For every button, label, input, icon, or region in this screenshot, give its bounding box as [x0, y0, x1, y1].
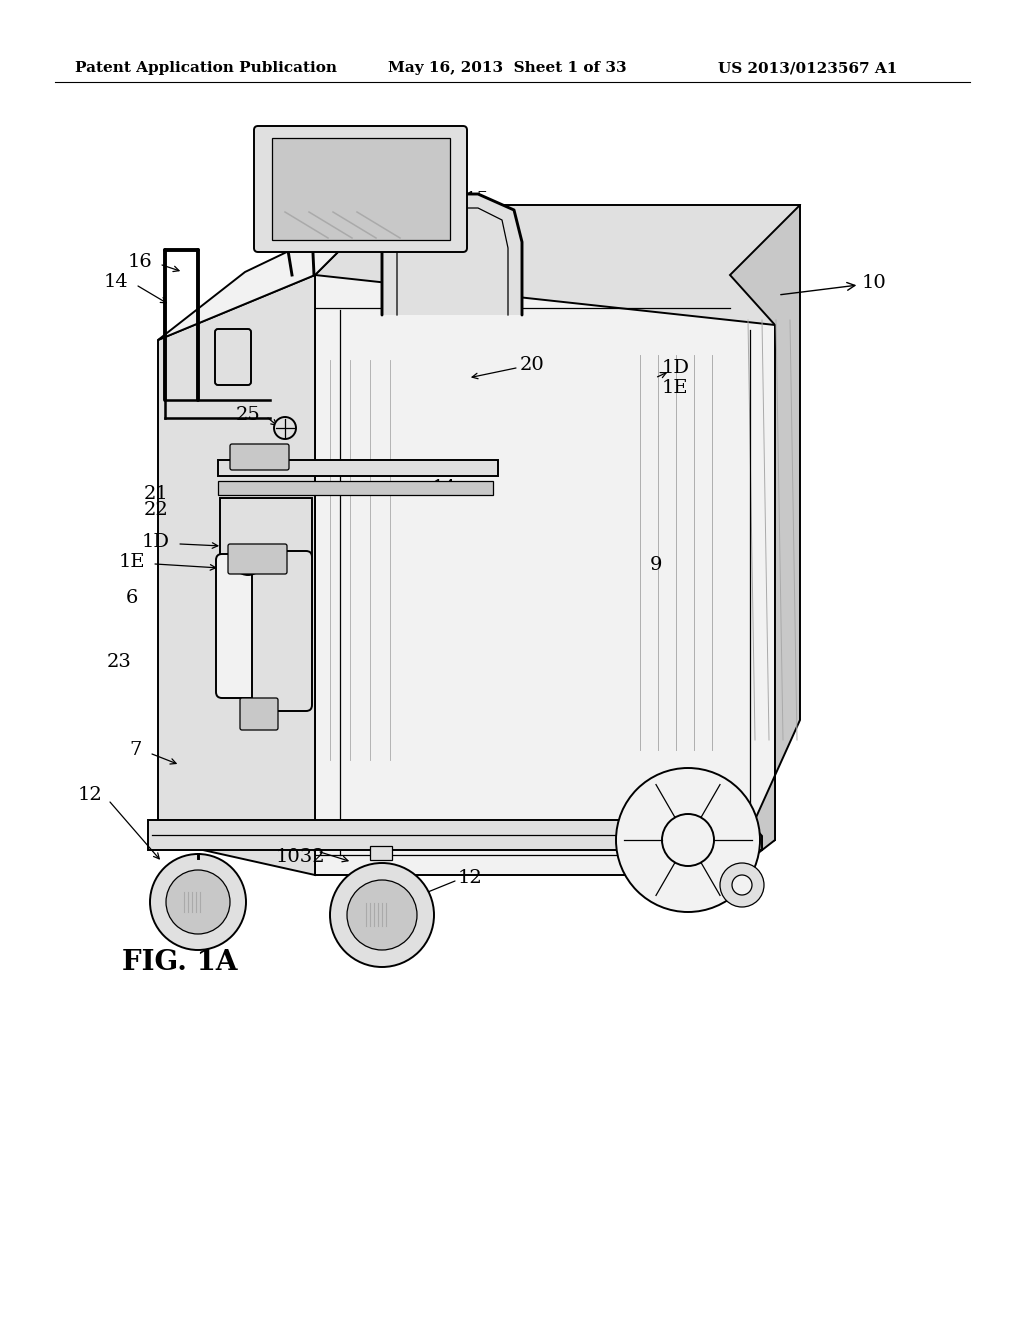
Circle shape: [720, 863, 764, 907]
Circle shape: [330, 863, 434, 968]
Text: 1D: 1D: [662, 359, 690, 378]
Text: 21: 21: [143, 484, 168, 503]
Text: 12: 12: [77, 785, 102, 804]
Text: 20: 20: [520, 356, 545, 374]
Circle shape: [662, 814, 714, 866]
Text: 13: 13: [630, 803, 655, 821]
FancyBboxPatch shape: [254, 125, 467, 252]
Text: 14: 14: [103, 273, 128, 290]
Text: May 16, 2013  Sheet 1 of 33: May 16, 2013 Sheet 1 of 33: [388, 61, 627, 75]
Text: 10: 10: [780, 275, 887, 294]
FancyBboxPatch shape: [228, 544, 287, 574]
Text: 23: 23: [108, 653, 132, 671]
FancyBboxPatch shape: [216, 554, 284, 698]
Polygon shape: [315, 275, 775, 875]
Bar: [218, 480, 493, 495]
Text: Patent Application Publication: Patent Application Publication: [75, 61, 337, 75]
Text: 15: 15: [465, 191, 489, 209]
Polygon shape: [382, 194, 522, 315]
Text: 1E: 1E: [662, 379, 688, 397]
Bar: [218, 459, 498, 477]
FancyBboxPatch shape: [252, 550, 312, 711]
Circle shape: [150, 854, 246, 950]
Text: 11: 11: [325, 180, 350, 197]
Text: 12: 12: [458, 869, 482, 887]
Text: 7: 7: [130, 741, 142, 759]
Bar: [220, 498, 312, 638]
Circle shape: [166, 870, 230, 935]
Circle shape: [233, 545, 263, 576]
Polygon shape: [158, 275, 315, 875]
Polygon shape: [730, 205, 800, 875]
Text: 1032: 1032: [275, 847, 325, 866]
FancyBboxPatch shape: [240, 698, 278, 730]
Polygon shape: [148, 820, 762, 850]
Text: 9: 9: [650, 556, 663, 574]
Bar: [370, 846, 392, 861]
Circle shape: [347, 880, 417, 950]
Circle shape: [616, 768, 760, 912]
Text: 25: 25: [236, 407, 260, 424]
Text: 6: 6: [126, 589, 138, 607]
Text: 14: 14: [432, 479, 457, 498]
Polygon shape: [315, 205, 800, 325]
Text: 16: 16: [127, 253, 152, 271]
Bar: [272, 139, 450, 240]
Text: 22: 22: [143, 502, 168, 519]
Circle shape: [274, 417, 296, 440]
FancyBboxPatch shape: [215, 329, 251, 385]
Text: 1E: 1E: [119, 553, 145, 572]
Circle shape: [732, 875, 752, 895]
Text: FIG. 1A: FIG. 1A: [122, 949, 238, 975]
Text: 1D: 1D: [142, 533, 170, 550]
Polygon shape: [158, 205, 385, 341]
FancyBboxPatch shape: [230, 444, 289, 470]
Text: US 2013/0123567 A1: US 2013/0123567 A1: [718, 61, 897, 75]
